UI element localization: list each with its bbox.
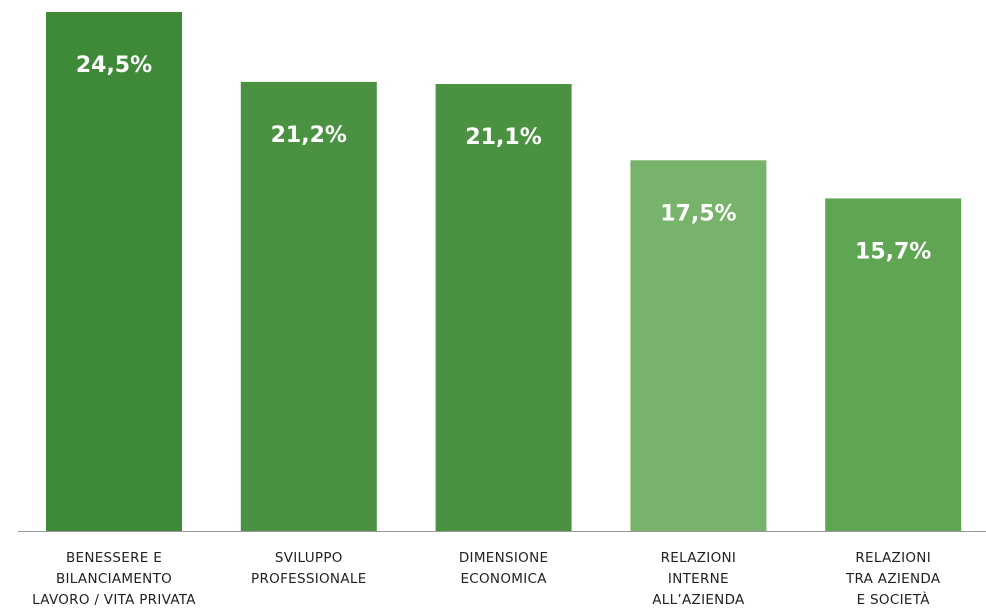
category-label: ECONOMICA <box>460 571 547 587</box>
category-label: TRA AZIENDA <box>845 571 941 587</box>
category-label: RELAZIONI <box>855 550 931 566</box>
category-label: SVILUPPO <box>275 550 343 566</box>
category-label: BILANCIAMENTO <box>56 571 172 587</box>
category-label: INTERNE <box>668 571 729 587</box>
bar <box>241 82 377 531</box>
value-label: 15,7% <box>855 239 931 264</box>
category-label: E SOCIETÀ <box>857 591 931 608</box>
chart: 24,5% BENESSERE E BILANCIAMENTO LAVORO / VI… <box>0 0 986 611</box>
bar <box>436 84 572 531</box>
value-label: 21,1% <box>465 125 541 150</box>
bar <box>46 12 182 531</box>
value-label: 21,2% <box>271 123 347 148</box>
category-label: BENESSERE E <box>66 550 162 566</box>
value-label: 24,5% <box>76 53 152 78</box>
category-label: ALL’AZIENDA <box>652 592 745 608</box>
category-label: DIMENSIONE <box>459 550 548 566</box>
category-label: LAVORO / VITA PRIVATA <box>32 592 196 608</box>
value-label: 17,5% <box>660 201 736 226</box>
category-label: RELAZIONI <box>661 550 737 566</box>
category-label: PROFESSIONALE <box>251 571 366 587</box>
